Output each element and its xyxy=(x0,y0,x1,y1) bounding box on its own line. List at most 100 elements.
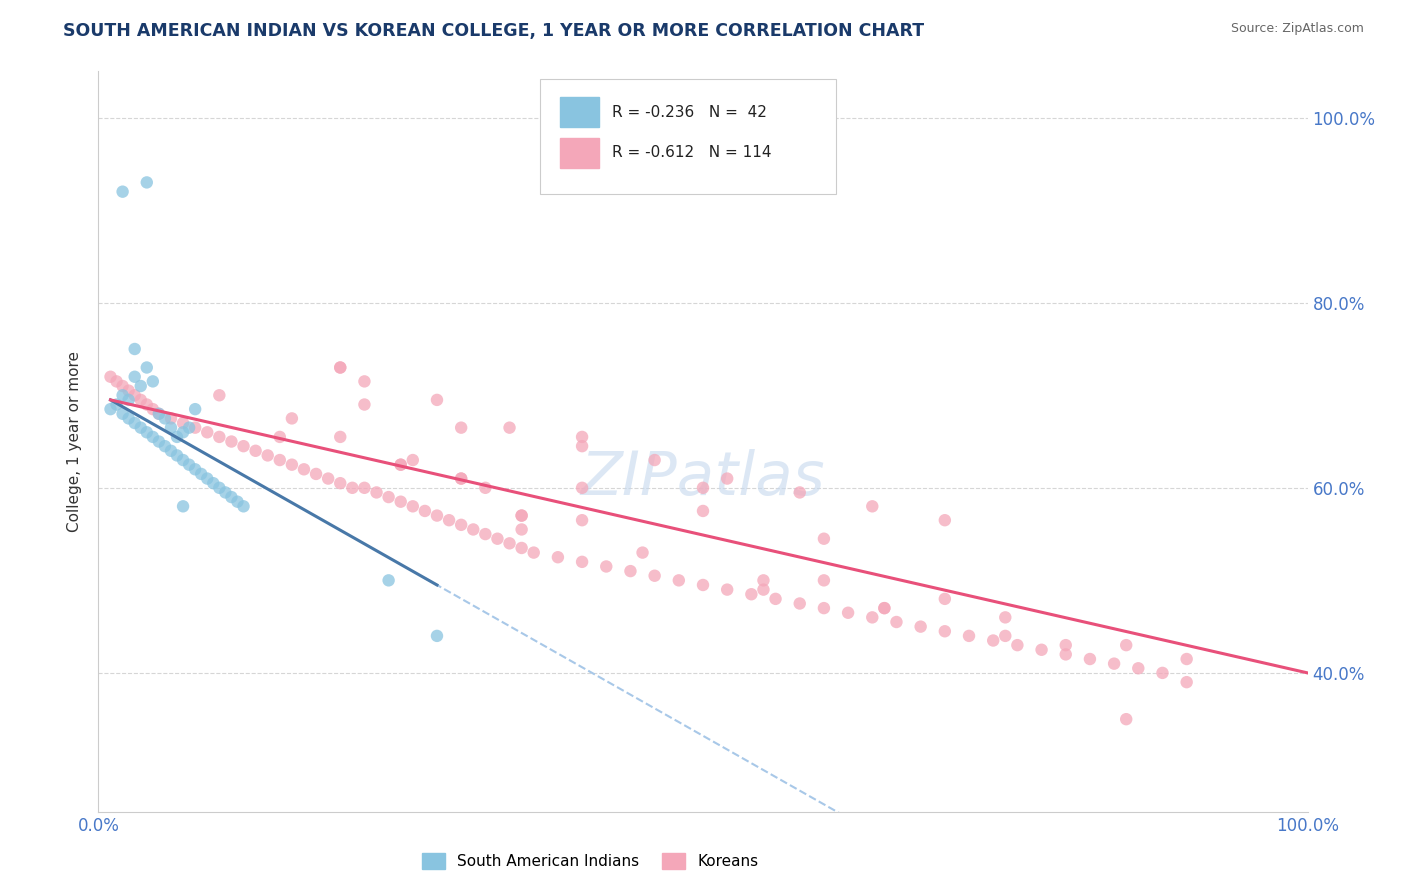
Point xyxy=(450,517,472,532)
Point xyxy=(160,411,183,425)
Point xyxy=(994,610,1017,624)
Point xyxy=(184,420,207,434)
Point xyxy=(111,407,134,421)
FancyBboxPatch shape xyxy=(540,78,837,194)
Point xyxy=(934,624,956,639)
Point xyxy=(957,629,980,643)
Point xyxy=(129,379,152,393)
Point xyxy=(860,610,883,624)
Point xyxy=(571,430,593,444)
Point xyxy=(221,434,243,449)
Point xyxy=(510,523,533,537)
Point xyxy=(124,369,146,384)
Point xyxy=(184,462,207,476)
Point xyxy=(135,398,157,412)
Point xyxy=(221,490,243,504)
Point xyxy=(179,458,201,472)
Point xyxy=(981,633,1004,648)
Point xyxy=(195,472,218,486)
Text: SOUTH AMERICAN INDIAN VS KOREAN COLLEGE, 1 YEAR OR MORE CORRELATION CHART: SOUTH AMERICAN INDIAN VS KOREAN COLLEGE,… xyxy=(63,22,924,40)
Point xyxy=(474,481,496,495)
Point xyxy=(208,388,231,402)
Point xyxy=(547,550,569,565)
Point xyxy=(172,425,194,440)
Point xyxy=(226,494,249,508)
Point xyxy=(208,481,231,495)
Point xyxy=(111,379,134,393)
Text: ZIPatlas: ZIPatlas xyxy=(581,449,825,508)
Point xyxy=(873,601,896,615)
Point xyxy=(166,430,188,444)
Point xyxy=(1054,638,1077,652)
Point xyxy=(571,555,593,569)
Legend: South American Indians, Koreans: South American Indians, Koreans xyxy=(416,847,765,875)
Point xyxy=(486,532,509,546)
Point xyxy=(498,420,520,434)
Y-axis label: College, 1 year or more: College, 1 year or more xyxy=(67,351,83,532)
Point xyxy=(450,472,472,486)
Point xyxy=(789,597,811,611)
Point xyxy=(631,545,654,560)
Point xyxy=(860,500,883,514)
Point xyxy=(571,439,593,453)
Point xyxy=(619,564,641,578)
Point xyxy=(498,536,520,550)
Point xyxy=(118,384,141,398)
Point xyxy=(1031,642,1053,657)
Point xyxy=(342,481,364,495)
Point xyxy=(153,439,176,453)
Point xyxy=(292,462,315,476)
Point xyxy=(716,582,738,597)
Point xyxy=(353,481,375,495)
Point xyxy=(813,574,835,588)
Point xyxy=(1175,675,1198,690)
Point xyxy=(329,360,352,375)
Point xyxy=(402,453,425,467)
Bar xyxy=(561,97,599,127)
Point xyxy=(111,185,134,199)
Point xyxy=(934,513,956,527)
Point xyxy=(474,527,496,541)
Point xyxy=(184,402,207,417)
Point xyxy=(523,545,546,560)
Point xyxy=(269,453,291,467)
Point xyxy=(329,360,352,375)
Point xyxy=(426,508,449,523)
Point xyxy=(595,559,617,574)
Point xyxy=(1128,661,1150,675)
Point xyxy=(148,407,170,421)
Point xyxy=(1102,657,1125,671)
Point xyxy=(172,500,194,514)
Point xyxy=(256,449,278,463)
Point xyxy=(752,582,775,597)
Point xyxy=(389,458,412,472)
Point xyxy=(752,574,775,588)
Point xyxy=(910,619,932,633)
Point xyxy=(692,481,714,495)
Point xyxy=(124,388,146,402)
Point xyxy=(148,407,170,421)
Point xyxy=(450,420,472,434)
Point xyxy=(124,416,146,430)
Point xyxy=(873,601,896,615)
Point xyxy=(172,416,194,430)
Point xyxy=(1175,652,1198,666)
Text: Source: ZipAtlas.com: Source: ZipAtlas.com xyxy=(1230,22,1364,36)
Point xyxy=(1007,638,1029,652)
Point xyxy=(1115,638,1137,652)
Point xyxy=(232,439,254,453)
Point xyxy=(195,425,218,440)
Point xyxy=(129,392,152,407)
Point xyxy=(402,500,425,514)
Point xyxy=(135,360,157,375)
Point xyxy=(813,601,835,615)
Point xyxy=(716,472,738,486)
Point xyxy=(142,430,165,444)
Point xyxy=(886,615,908,629)
Point xyxy=(269,430,291,444)
Point xyxy=(232,500,254,514)
Point xyxy=(1078,652,1101,666)
Point xyxy=(389,494,412,508)
Point xyxy=(142,375,165,389)
Point xyxy=(305,467,328,481)
